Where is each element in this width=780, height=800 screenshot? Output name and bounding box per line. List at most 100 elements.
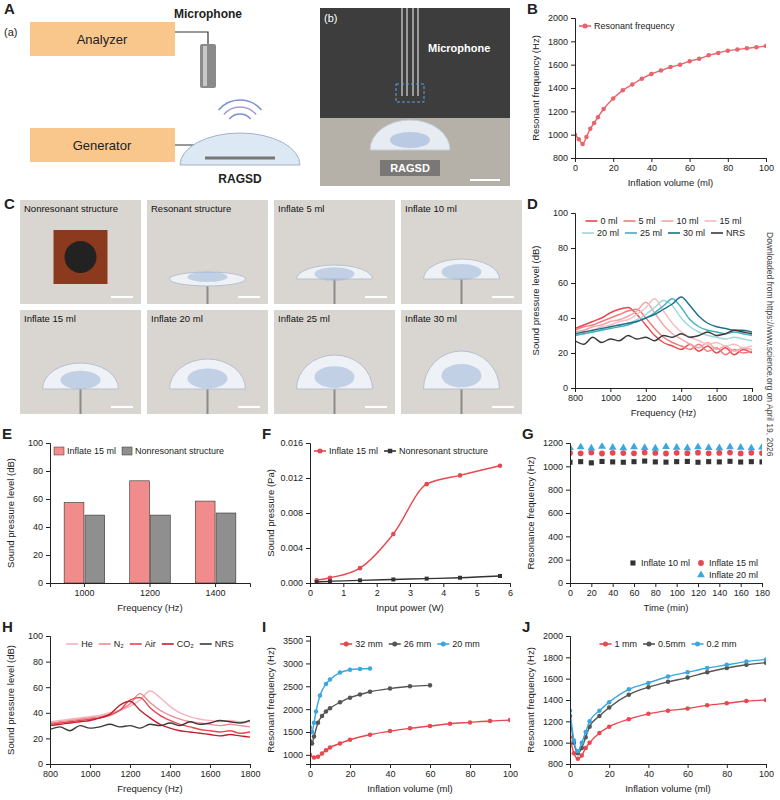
legend: HeN₂AirCO₂NRS <box>66 639 234 649</box>
tick: 0 <box>568 764 573 779</box>
legend-item: 0 ml <box>585 216 617 226</box>
legend-item: He <box>66 639 93 649</box>
axis-line <box>46 444 51 584</box>
tick: 80 <box>558 243 575 253</box>
marker <box>738 459 743 464</box>
tick: 40 <box>644 764 654 779</box>
axis: 0123456 <box>308 583 513 598</box>
bar <box>130 481 150 583</box>
tick: 0 <box>308 583 313 598</box>
legend-item: Inflate 15 ml <box>698 558 758 568</box>
legend-item: 0.2 mm <box>692 639 737 649</box>
chart-panel: I02040608010010001500200025003000350032 … <box>262 618 518 794</box>
photo-microphone <box>401 8 403 96</box>
tick: 0 <box>38 759 50 769</box>
scale-bar <box>111 406 133 408</box>
marker <box>666 680 671 685</box>
marker <box>727 459 732 464</box>
tick: 20 <box>605 764 615 779</box>
marker <box>735 47 740 52</box>
tick-label: 1800 <box>240 769 260 779</box>
legend-label: Inflate 15 ml <box>67 446 116 456</box>
tick: 2 <box>375 583 380 598</box>
scale-bar <box>238 406 260 408</box>
legend-swatch <box>625 232 637 234</box>
tick-mark <box>84 583 85 587</box>
axis: 020406080100 <box>553 208 576 393</box>
tick: 1800 <box>742 388 762 403</box>
tick: 80 <box>33 466 50 476</box>
line <box>310 720 510 757</box>
tick-label: 1400 <box>548 83 568 93</box>
tick: 40 <box>608 583 618 598</box>
tick-mark <box>46 738 50 739</box>
legend-label: 32 mm <box>355 639 383 649</box>
line <box>575 330 752 344</box>
tick-label: 100 <box>553 208 568 218</box>
tick-mark <box>610 388 611 392</box>
legend: 1 mm0.5mm0.2 mm <box>599 639 736 649</box>
tick-mark <box>681 388 682 392</box>
photo-tile <box>401 200 522 304</box>
tick-mark <box>170 764 171 768</box>
tick-label: 1200 <box>543 438 563 448</box>
tick-label: 0.004 <box>280 543 303 553</box>
tick-mark <box>646 388 647 392</box>
marker <box>659 68 664 73</box>
tick-label: 0.000 <box>280 578 303 588</box>
marker <box>425 577 429 581</box>
tick-label: 1600 <box>707 393 727 403</box>
y-axis-title: Resonance frequency (Hz) <box>525 457 536 570</box>
legend-item: 26 mm <box>389 639 432 649</box>
marker <box>320 714 325 719</box>
marker <box>695 460 700 465</box>
photo-tile <box>147 200 268 304</box>
plot: 80010001200140016001800020406080100HeN₂A… <box>28 631 261 779</box>
marker <box>448 722 453 727</box>
tick-mark <box>613 158 614 162</box>
legend-marker <box>441 641 446 646</box>
axis-line <box>566 637 571 765</box>
tile-label: Inflate 30 ml <box>405 313 457 324</box>
legend: 32 mm26 mm20 mm <box>340 639 480 649</box>
marker <box>685 670 690 675</box>
line <box>575 46 766 144</box>
marker <box>607 724 612 729</box>
marker <box>498 574 502 578</box>
dome-inner <box>442 264 482 280</box>
marker <box>328 706 333 711</box>
tick-mark <box>306 443 310 444</box>
tube <box>207 389 209 414</box>
marker <box>738 451 744 457</box>
marker <box>576 749 581 754</box>
marker <box>338 741 343 746</box>
legend-swatch <box>705 220 717 222</box>
tick-label: 1000 <box>283 750 303 760</box>
marker <box>368 690 373 695</box>
line <box>575 309 752 355</box>
line <box>50 701 250 737</box>
tick-mark <box>306 641 310 642</box>
tick-mark <box>566 679 570 680</box>
dome-inner <box>315 366 355 388</box>
film-disc <box>65 241 97 273</box>
marker <box>725 701 730 706</box>
legend-item: NRS <box>200 639 234 649</box>
marker <box>759 450 762 456</box>
tick-label: 0 <box>38 578 43 588</box>
tick-label: 60 <box>33 494 43 504</box>
tick-label: 0 <box>568 588 573 598</box>
tick-label: 100 <box>28 631 43 641</box>
tick-label: 20 <box>345 769 355 779</box>
legend-swatch <box>623 220 635 222</box>
tick-label: 1400 <box>206 588 226 598</box>
legend-item: 15 ml <box>705 216 742 226</box>
plot: 01234560.0000.0040.0080.0120.016Inflate … <box>280 438 513 598</box>
line <box>317 466 500 581</box>
axis-line <box>571 214 576 389</box>
marker <box>358 667 363 672</box>
tile-label: Inflate 15 ml <box>24 313 76 324</box>
tick-mark <box>46 471 50 472</box>
tick: 6 <box>508 583 513 598</box>
marker <box>584 135 589 140</box>
